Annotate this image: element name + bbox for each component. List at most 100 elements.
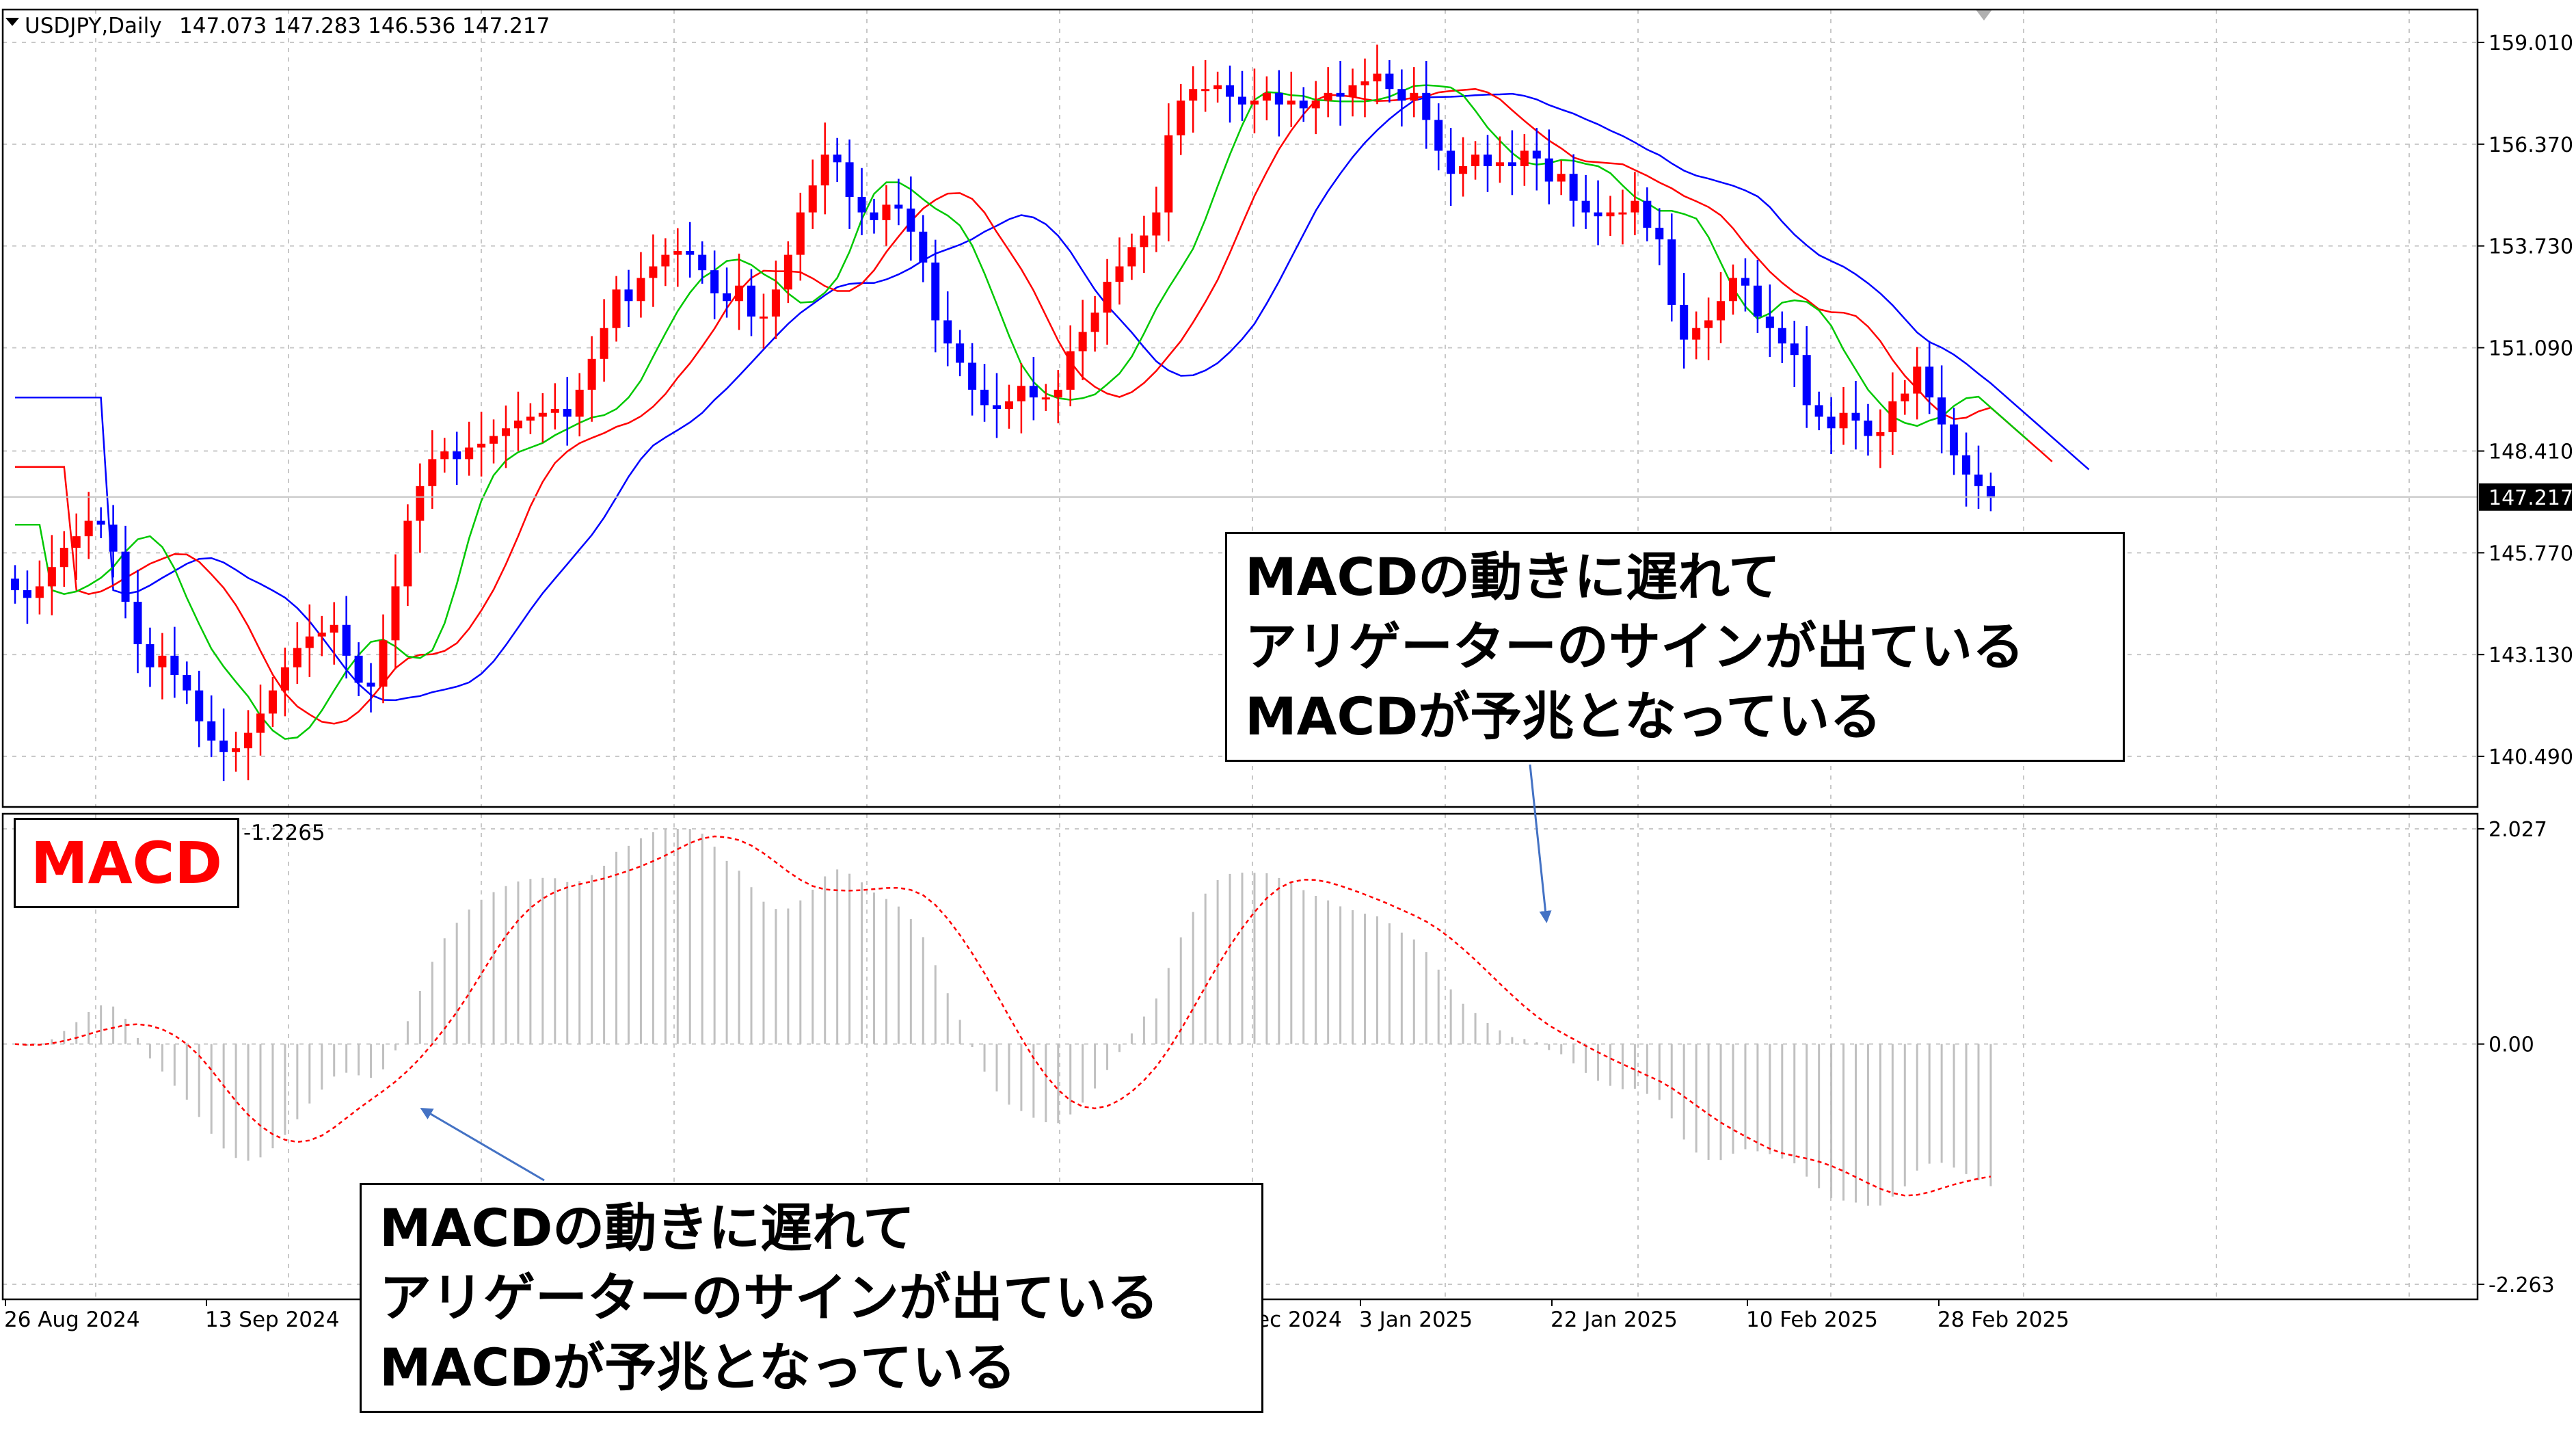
candle-body — [317, 633, 326, 637]
candle-body — [783, 254, 792, 290]
annotation-line: MACDの動きに遅れて — [379, 1197, 915, 1258]
candle-body — [1078, 332, 1087, 352]
annotation-line: MACDが予兆となっている — [1245, 686, 1882, 747]
candle-body — [1606, 212, 1615, 217]
candle-body — [1581, 200, 1590, 213]
annotation-arrow-top — [1529, 764, 1552, 923]
candle-body — [1177, 101, 1185, 135]
candle-body — [96, 520, 105, 525]
candle-body — [1201, 89, 1210, 92]
candle-body — [1765, 316, 1774, 328]
candle-body — [1937, 397, 1946, 425]
candle-body — [1397, 89, 1406, 101]
candle-body — [747, 285, 755, 317]
annotation-line: アリゲーターのサインが出ている — [379, 1267, 1159, 1328]
ohlc-label: 147.073 147.283 146.536 147.217 — [179, 14, 550, 38]
candle-body — [1373, 73, 1382, 81]
candle-body — [502, 428, 510, 436]
candle-body — [1851, 412, 1860, 421]
candle-body — [1729, 278, 1737, 302]
candle-body — [1385, 73, 1394, 90]
candle-body — [1434, 120, 1443, 151]
candle-body — [661, 254, 670, 267]
candle-body — [1802, 355, 1811, 406]
candle-body — [882, 204, 891, 220]
candle-body — [403, 520, 412, 587]
candle-body — [1753, 285, 1762, 317]
annotation-box-bottom: MACDの動きに遅れて アリゲーターのサインが出ている MACDが予兆となってい… — [360, 1183, 1263, 1413]
candle-body — [453, 451, 461, 460]
candle-body — [575, 389, 584, 417]
candle-body — [232, 748, 241, 752]
candle-body — [808, 185, 817, 213]
candle-body — [1507, 162, 1516, 166]
candle-body — [477, 443, 486, 448]
annotation-line: MACDが予兆となっている — [379, 1337, 1017, 1398]
candle-body — [1348, 85, 1357, 97]
candle-body — [1717, 301, 1726, 321]
candle-body — [1520, 150, 1529, 166]
candle-body — [342, 624, 351, 656]
candle-body — [587, 358, 596, 390]
macd-panel[interactable] — [14, 829, 1992, 1206]
candle-body — [1814, 405, 1823, 417]
date-axis-label: 26 Aug 2024 — [4, 1308, 140, 1332]
candle-body — [1189, 89, 1198, 101]
price-axis-label: 153.730 — [2488, 235, 2573, 259]
candle-body — [1471, 155, 1480, 166]
candle-body — [710, 270, 719, 293]
candle-body — [1299, 101, 1308, 109]
candle-body — [1790, 343, 1799, 356]
candle-body — [673, 250, 682, 255]
candle-body — [1140, 235, 1149, 248]
candle-body — [1827, 416, 1836, 429]
candle-body — [1287, 101, 1296, 105]
candle-body — [1447, 150, 1455, 174]
candle-body — [1913, 367, 1922, 394]
candle-body — [771, 289, 780, 317]
annotation-arrows — [420, 764, 1552, 1182]
candle-body — [1004, 401, 1013, 410]
candle-body — [1618, 212, 1627, 215]
alligator-teeth-line — [15, 88, 2053, 725]
candle-body — [489, 436, 498, 444]
candle-body — [870, 212, 878, 220]
candle-body — [1741, 278, 1749, 286]
candle-body — [256, 713, 265, 733]
candle-body — [109, 525, 118, 552]
candle-body — [1888, 401, 1897, 432]
candle-body — [1422, 92, 1431, 120]
symbol-label: USDJPY,Daily — [25, 14, 162, 38]
candle-body — [1054, 389, 1062, 398]
candle-body — [1704, 320, 1713, 328]
candle-body — [1226, 85, 1235, 97]
candle-body — [550, 409, 559, 413]
price-axis-label: 148.410 — [2488, 440, 2573, 464]
candle-body — [47, 567, 56, 587]
date-axis-label: 10 Feb 2025 — [1746, 1308, 1878, 1332]
candle-body — [1410, 92, 1419, 101]
candle-body — [195, 690, 204, 721]
price-axis-label: 159.010 — [2488, 31, 2573, 55]
price-axis-label: 143.130 — [2488, 644, 2573, 667]
candle-body — [158, 655, 167, 667]
macd-value-label: -1.2265 — [243, 821, 325, 845]
candle-body — [1152, 212, 1161, 236]
price-panel[interactable] — [3, 44, 2478, 782]
candle-body — [465, 447, 474, 460]
candle-body — [1238, 96, 1246, 105]
candle-body — [943, 320, 952, 344]
candle-body — [1213, 85, 1222, 90]
macd-axis-label: -2.263 — [2488, 1273, 2555, 1297]
candle-body — [379, 640, 388, 687]
candle-body — [1311, 101, 1320, 109]
candle-body — [11, 579, 19, 591]
candle-body — [354, 655, 363, 683]
date-axis-label: 22 Jan 2025 — [1551, 1308, 1678, 1332]
candle-body — [1459, 165, 1468, 174]
candle-body — [526, 416, 535, 421]
candle-body — [146, 644, 155, 667]
candle-body — [1594, 212, 1602, 217]
candle-body — [183, 675, 191, 691]
candle-body — [23, 590, 31, 598]
